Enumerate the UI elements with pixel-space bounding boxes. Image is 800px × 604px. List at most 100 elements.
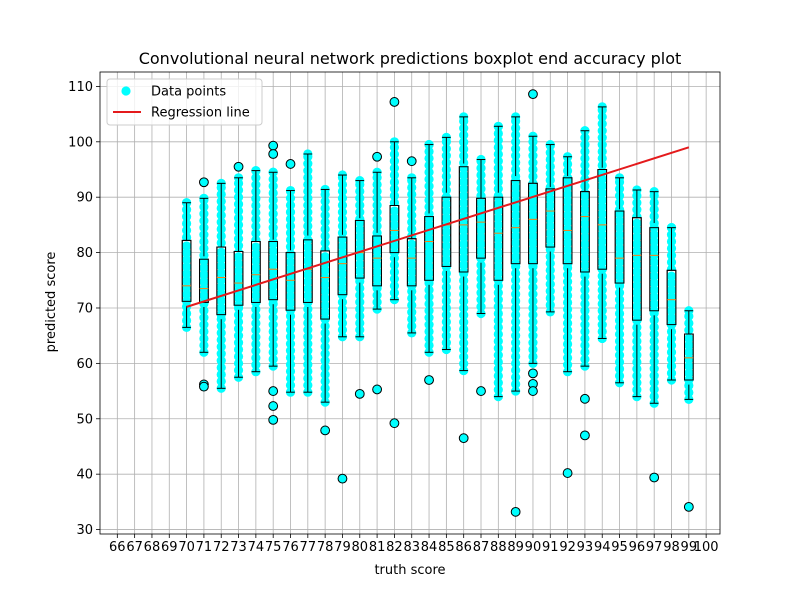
- data-point: [632, 239, 642, 249]
- data-point: [355, 218, 365, 228]
- boxplot: [666, 227, 677, 381]
- data-point: [303, 249, 313, 259]
- data-point: [441, 227, 451, 237]
- data-point: [233, 293, 244, 303]
- boxplot: [580, 130, 590, 441]
- data-point: [441, 234, 451, 244]
- data-point: [632, 225, 642, 235]
- data-point: [649, 278, 659, 288]
- data-point: [476, 239, 486, 249]
- data-point: [614, 216, 625, 226]
- data-point: [580, 239, 590, 249]
- data-point: [407, 260, 417, 270]
- data-point: [337, 283, 348, 293]
- data-point: [632, 260, 642, 270]
- data-point: [441, 254, 451, 265]
- data-point: [511, 210, 521, 220]
- data-point: [424, 213, 434, 223]
- data-point: [459, 253, 469, 263]
- box-outline: [424, 216, 434, 281]
- y-tick-label: 40: [76, 468, 93, 483]
- data-point: [511, 231, 521, 241]
- legend-box: [106, 78, 263, 126]
- outlier-point: [424, 375, 434, 385]
- x-tick-label: 93: [577, 540, 594, 555]
- box-outline: [372, 235, 382, 287]
- legend-label: Regression line: [151, 106, 250, 121]
- data-point: [666, 278, 677, 288]
- data-point: [285, 291, 296, 301]
- data-point: [580, 225, 590, 236]
- data-point: [597, 236, 607, 247]
- box-outline: [476, 197, 486, 259]
- boxplot: [233, 161, 244, 378]
- x-tick-label: 97: [646, 540, 663, 555]
- outlier-point: [268, 401, 279, 411]
- data-point: [459, 184, 469, 194]
- data-point: [285, 264, 296, 274]
- data-point: [632, 294, 642, 304]
- data-point: [355, 231, 365, 242]
- data-point: [181, 241, 192, 251]
- data-point: [459, 232, 469, 242]
- data-point: [216, 247, 226, 257]
- data-point: [632, 308, 642, 318]
- data-point: [285, 257, 296, 267]
- data-point: [528, 210, 538, 220]
- data-point: [181, 255, 192, 265]
- y-tick-label: 110: [68, 80, 93, 95]
- x-tick-label: 75: [265, 540, 282, 555]
- data-point: [632, 246, 642, 256]
- boxplot: [320, 188, 331, 436]
- data-point: [251, 249, 261, 259]
- data-point: [614, 243, 625, 254]
- data-point: [528, 231, 538, 241]
- outlier-point: [580, 393, 590, 404]
- data-point: [476, 218, 486, 229]
- boxplot: [649, 191, 660, 483]
- data-point: [597, 181, 607, 191]
- x-tick-label: 89: [507, 540, 524, 555]
- data-point: [355, 238, 365, 249]
- boxplot: [614, 177, 625, 384]
- data-point: [528, 196, 538, 206]
- data-point: [459, 246, 469, 256]
- data-point: [597, 209, 607, 219]
- data-point: [666, 306, 677, 316]
- data-point: [580, 191, 590, 201]
- data-point: [684, 333, 694, 344]
- y-tick-label: 70: [76, 301, 93, 316]
- outlier-point: [233, 161, 244, 172]
- data-point: [614, 236, 625, 247]
- boxplot: [389, 97, 400, 429]
- data-point: [684, 368, 694, 378]
- regression-line: [186, 146, 690, 308]
- data-point: [441, 199, 451, 209]
- data-point: [216, 268, 226, 278]
- x-tick-label: 79: [334, 540, 351, 555]
- outlier-point: [320, 425, 331, 436]
- box-outline: [251, 241, 261, 303]
- outlier-point: [268, 414, 279, 425]
- box-outline: [233, 250, 244, 306]
- data-point: [562, 203, 573, 213]
- boxplots: [181, 89, 694, 517]
- data-point: [303, 256, 313, 266]
- data-point: [649, 271, 659, 281]
- data-point: [337, 234, 348, 244]
- data-point: [614, 223, 625, 233]
- legend-marker-data-points: [121, 86, 131, 96]
- data-point: [303, 270, 313, 280]
- data-point: [441, 247, 451, 258]
- data-point: [320, 252, 330, 262]
- outlier-point: [510, 506, 521, 517]
- data-point: [597, 188, 607, 198]
- data-point: [216, 282, 226, 292]
- boxplot: [302, 153, 313, 393]
- data-point: [493, 227, 503, 237]
- box-outline: [632, 217, 642, 321]
- data-point: [580, 232, 590, 242]
- data-point: [251, 242, 261, 252]
- x-tick-label: 74: [248, 540, 265, 555]
